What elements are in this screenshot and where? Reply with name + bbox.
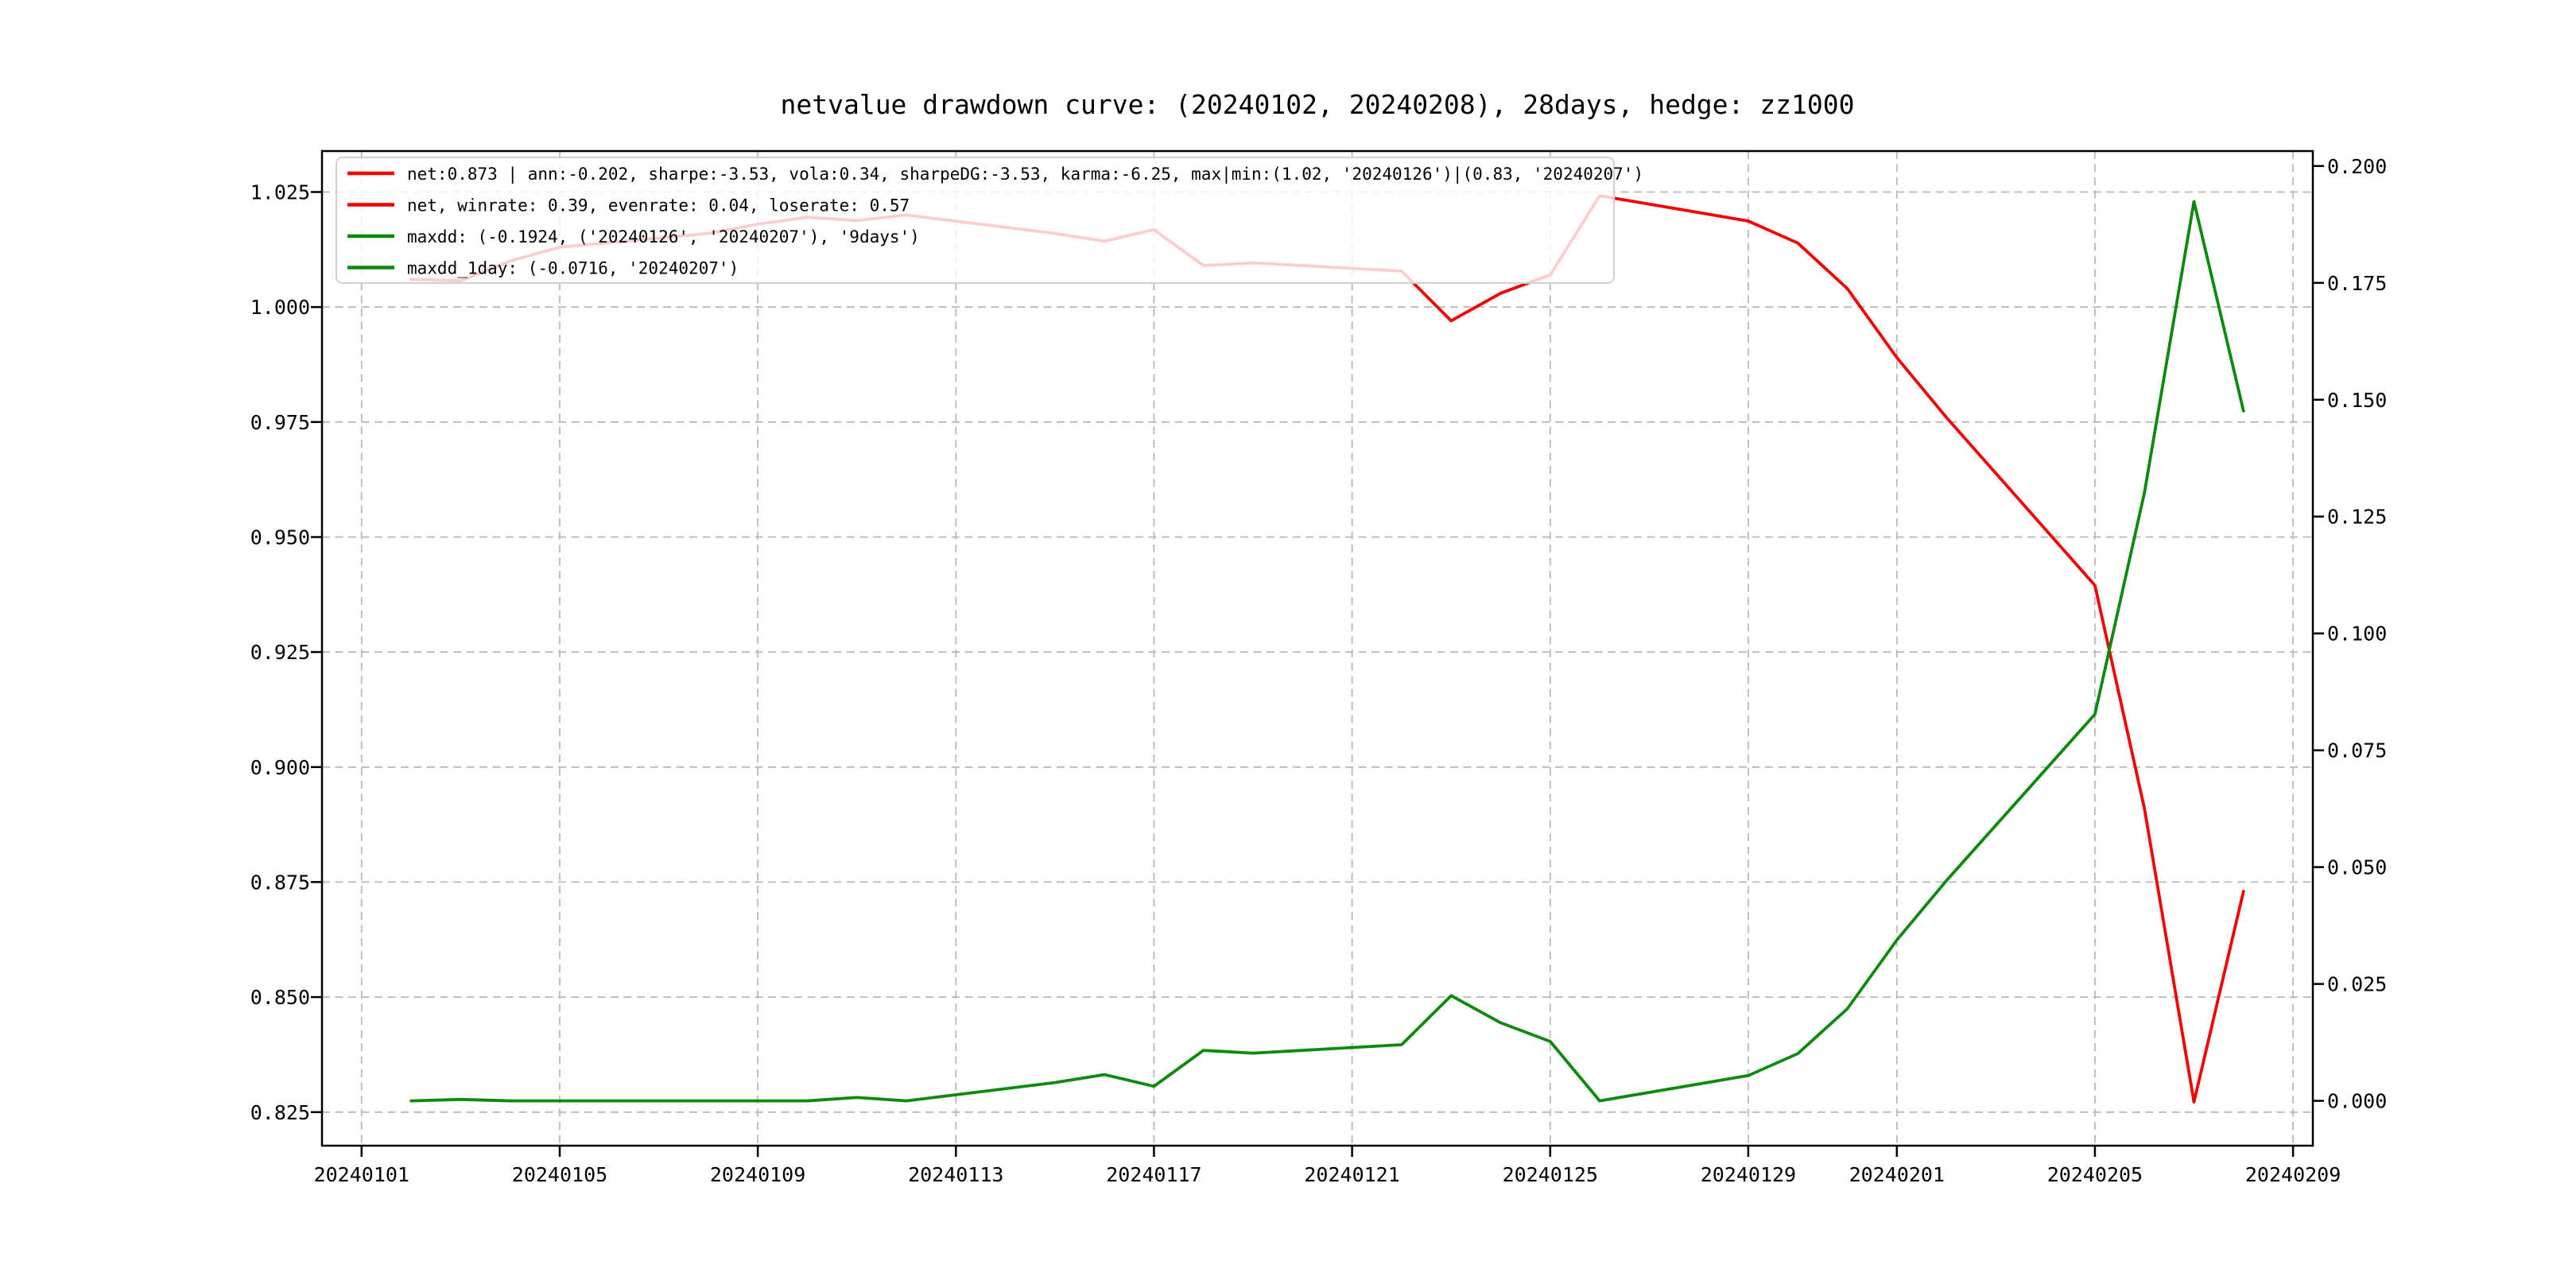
plot-spines [320, 149, 2314, 1147]
y-left-tick-label: 0.875 [250, 871, 310, 894]
y-right-tick-label: 0.200 [2327, 155, 2387, 178]
x-tick-label: 20240113 [908, 1163, 1003, 1186]
y-axis-right: 0.000 0.025 0.050 0.075 0.100 0.125 0.150 0.175… [2313, 155, 2387, 1113]
legend-background [336, 157, 1615, 284]
y-right-tick-label: 0.075 [2327, 739, 2387, 762]
y-left-tick-label: 0.850 [250, 986, 310, 1009]
y-right-tick-label: 0.050 [2327, 856, 2387, 879]
y-right-tick-label: 0.175 [2327, 272, 2387, 295]
y-right-tick-label: 0.100 [2327, 623, 2387, 646]
y-right-tick-label: 0.000 [2327, 1090, 2387, 1113]
legend-entry-label: maxdd_1day: (-0.0716, '20240207') [407, 259, 739, 278]
y-left-tick-label: 0.825 [250, 1101, 310, 1124]
y-left-tick-label: 0.900 [250, 756, 310, 779]
y-right-tick-label: 0.150 [2327, 389, 2387, 412]
x-tick-label: 20240125 [1503, 1163, 1598, 1186]
drawdown-curve [409, 200, 2245, 1103]
y-left-tick-label: 1.025 [250, 181, 310, 204]
chart-title: netvalue drawdown curve: (20240102, 2024… [780, 89, 1854, 120]
legend-box: net:0.873 | ann:-0.202, sharpe:-3.53, vo… [336, 157, 1643, 284]
y-left-tick-label: 1.000 [250, 296, 310, 319]
legend-entry-label: net, winrate: 0.39, evenrate: 0.04, lose… [407, 196, 910, 215]
y-left-tick-label: 0.975 [250, 411, 310, 434]
x-tick-label: 20240117 [1106, 1163, 1201, 1186]
legend-entry-label: net:0.873 | ann:-0.202, sharpe:-3.53, vo… [407, 165, 1643, 184]
x-tick-label: 20240105 [512, 1163, 607, 1186]
x-tick-label: 20240205 [2047, 1163, 2143, 1186]
x-tick-label: 20240121 [1304, 1163, 1399, 1186]
x-tick-label: 20240209 [2245, 1163, 2341, 1186]
x-axis: 20240101 20240105 20240109 20240113 20240117… [314, 1146, 2341, 1186]
y-right-tick-label: 0.025 [2327, 973, 2387, 996]
y-left-tick-label: 0.925 [250, 641, 310, 664]
x-tick-label: 20240201 [1849, 1163, 1945, 1186]
drawdown-line [409, 200, 2245, 1103]
y-axis-left: 0.825 0.850 0.875 0.900 0.925 0.950 0.975 1.000… [250, 181, 322, 1124]
legend-entry-label: maxdd: (-0.1924, ('20240126', '20240207'… [407, 227, 920, 246]
x-tick-label: 20240129 [1701, 1163, 1796, 1186]
plot-border [320, 149, 2314, 1147]
x-tick-label: 20240101 [314, 1163, 409, 1186]
y-right-tick-label: 0.125 [2327, 506, 2387, 529]
y-left-tick-label: 0.950 [250, 526, 310, 549]
x-tick-label: 20240109 [710, 1163, 805, 1186]
